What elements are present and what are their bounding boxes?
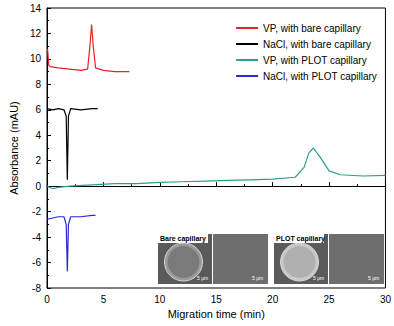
svg-text:-4: -4: [32, 232, 41, 243]
svg-text:5 μm: 5 μm: [252, 275, 263, 281]
svg-text:2: 2: [35, 155, 41, 166]
svg-text:14: 14: [30, 3, 42, 14]
svg-text:VP, with bare capillary: VP, with bare capillary: [263, 23, 361, 34]
svg-text:20: 20: [267, 294, 279, 305]
svg-text:8: 8: [35, 79, 41, 90]
svg-text:5 μm: 5 μm: [368, 275, 379, 281]
svg-text:-8: -8: [32, 283, 41, 294]
svg-text:0: 0: [44, 294, 50, 305]
svg-text:VP, with PLOT capillary: VP, with PLOT capillary: [263, 55, 367, 66]
svg-text:Bare capillary: Bare capillary: [160, 235, 206, 243]
svg-text:0: 0: [35, 181, 41, 192]
svg-text:10: 10: [154, 294, 166, 305]
svg-text:NaCl, with bare capillary: NaCl, with bare capillary: [263, 39, 371, 50]
svg-text:4: 4: [35, 130, 41, 141]
svg-text:25: 25: [323, 294, 335, 305]
svg-text:5: 5: [101, 294, 107, 305]
svg-text:10: 10: [30, 53, 42, 64]
svg-text:12: 12: [30, 28, 42, 39]
svg-text:5 μm: 5 μm: [197, 275, 208, 281]
svg-text:15: 15: [211, 294, 223, 305]
svg-text:-2: -2: [32, 206, 41, 217]
svg-text:6: 6: [35, 104, 41, 115]
svg-text:-6: -6: [32, 257, 41, 268]
svg-text:NaCl, with PLOT capillary: NaCl, with PLOT capillary: [263, 71, 377, 82]
svg-text:5 μm: 5 μm: [313, 275, 324, 281]
svg-text:Migration time (min): Migration time (min): [168, 308, 265, 320]
svg-text:30: 30: [380, 294, 392, 305]
svg-text:Absorbance (mAU): Absorbance (mAU): [8, 101, 20, 195]
svg-text:PLOT capillary: PLOT capillary: [276, 235, 325, 243]
